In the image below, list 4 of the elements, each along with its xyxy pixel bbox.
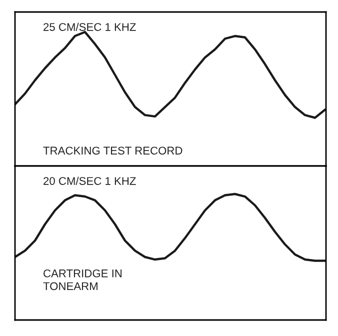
- text: 20 CM/SEC 1 KHZ: [44, 176, 136, 185]
- annotation: CARTRIDGE IN TONEARM: [43, 269, 122, 290]
- annotation: TRACKING TEST RECORD: [43, 146, 182, 155]
- text: 25 CM/SEC 1 KHZ: [44, 22, 136, 31]
